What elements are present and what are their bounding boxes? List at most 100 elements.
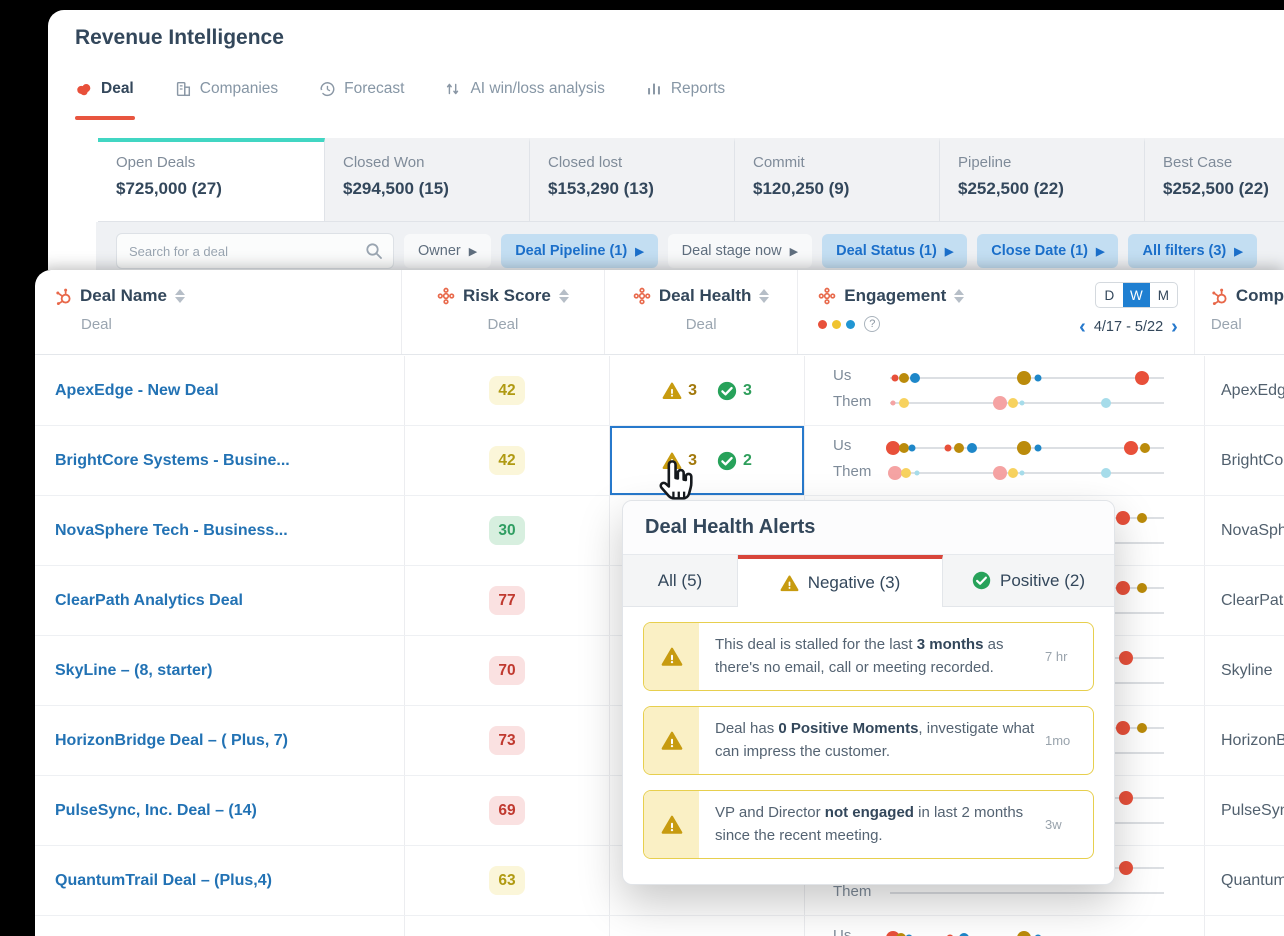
chevron-right-icon: ▶: [1096, 245, 1105, 258]
page-title: Revenue Intelligence: [75, 26, 284, 49]
filter-chip-owner[interactable]: Owner ▶: [404, 234, 492, 268]
popup-tabs: All (5) Negative (3) Positive (2): [623, 555, 1114, 607]
next-period-icon[interactable]: ›: [1171, 316, 1178, 338]
them-label: Them: [833, 393, 872, 410]
summary-card-commit[interactable]: Commit $120,250 (9): [735, 138, 940, 221]
deal-name-link[interactable]: NovaSphere Tech - Business...: [35, 496, 405, 565]
risk-score-cell: 42: [405, 356, 610, 425]
engagement-dot: [992, 396, 1007, 410]
filter-chip-all-filters-3-[interactable]: All filters (3) ▶: [1128, 234, 1257, 268]
nav-tab-reports[interactable]: Reports: [645, 80, 725, 98]
warning-icon: [780, 575, 799, 591]
search-input[interactable]: [117, 243, 393, 259]
engagement-dot: [1034, 374, 1042, 382]
check-circle-icon: [972, 571, 991, 590]
negative-alerts[interactable]: 3: [662, 451, 697, 471]
column-header-risk-score[interactable]: Risk Score Deal: [402, 270, 605, 354]
engagement-dot: [1019, 400, 1025, 406]
alert-warning-zone: [644, 707, 699, 774]
top-panel: Revenue Intelligence Deal Companies Foreca…: [48, 10, 1284, 280]
filter-chip-deal-stage-now[interactable]: Deal stage now ▶: [667, 234, 813, 268]
deal-health-cell[interactable]: [610, 916, 805, 936]
sort-deal-health[interactable]: [759, 289, 770, 303]
period-toggle-m[interactable]: M: [1157, 287, 1169, 303]
alert-age-label: 3w: [1045, 817, 1062, 832]
deal-search[interactable]: [116, 233, 394, 269]
period-toggle-w[interactable]: W: [1122, 283, 1150, 307]
deal-name-link[interactable]: HorizonBridge Deal – ( Plus, 7): [35, 706, 405, 775]
engagement-dot: [946, 934, 954, 936]
positive-alert-count: 2: [743, 451, 752, 469]
column-header-company[interactable]: Comp Deal: [1195, 270, 1284, 354]
negative-alerts[interactable]: 3: [662, 381, 697, 401]
legend-dot: [846, 319, 856, 329]
engagement-dot: [992, 466, 1007, 480]
filter-chip-deal-pipeline-1-[interactable]: Deal Pipeline (1) ▶: [501, 234, 658, 268]
engagement-dot: [1115, 511, 1130, 525]
popup-tab-positive-2-[interactable]: Positive (2): [943, 555, 1114, 606]
deal-health-header-label: Deal Health: [658, 286, 752, 305]
nav-tab-companies[interactable]: Companies: [174, 80, 278, 98]
summary-card-value: $120,250 (9): [753, 179, 850, 198]
alert-card[interactable]: VP and Director not engaged in last 2 mo…: [643, 790, 1094, 859]
risk-score-cell: 70: [405, 636, 610, 705]
summary-card-open-deals[interactable]: Open Deals $725,000 (27): [98, 138, 325, 221]
engagement-dot: [1115, 721, 1130, 735]
period-toggle-d[interactable]: D: [1104, 287, 1115, 303]
sort-engagement[interactable]: [954, 289, 965, 303]
warning-icon: [662, 452, 682, 469]
nav-tab-deal[interactable]: Deal: [75, 80, 134, 98]
deal-name-link[interactable]: SkyLine – (8, starter): [35, 636, 405, 705]
deal-name-link[interactable]: ApexEdge - New Deal: [35, 356, 405, 425]
deal-name-link[interactable]: ClearPath Analytics Deal: [35, 566, 405, 635]
filter-chip-close-date-1-[interactable]: Close Date (1) ▶: [977, 234, 1119, 268]
nav-tab-ai-win-loss-analysis[interactable]: AI win/loss analysis: [444, 80, 605, 98]
risk-score-cell: 42: [405, 426, 610, 495]
property-icon: [818, 287, 836, 305]
ai-winloss-icon: [447, 83, 459, 95]
positive-alerts[interactable]: 3: [717, 381, 752, 401]
table-row: ApexEdge - New Deal4233UsThemApexEdge: [35, 356, 1284, 426]
column-header-deal-health[interactable]: Deal Health Deal: [605, 270, 799, 354]
column-header-deal-name[interactable]: Deal Name Deal: [35, 270, 402, 354]
risk-score-cell: 63: [405, 846, 610, 915]
deal-name-link[interactable]: BrightCore Systems - Busine...: [35, 426, 405, 495]
summary-card-closed-lost[interactable]: Closed lost $153,290 (13): [530, 138, 735, 221]
popup-alert-list: This deal is stalled for the last 3 mont…: [623, 607, 1114, 874]
popup-tab-negative-3-[interactable]: Negative (3): [738, 555, 943, 607]
positive-alert-count: 3: [743, 381, 752, 399]
check-circle-icon: [717, 451, 737, 470]
risk-score-badge: 42: [489, 376, 525, 405]
positive-alerts[interactable]: 2: [717, 451, 752, 471]
engagement-dot: [898, 373, 909, 383]
summary-card-closed-won[interactable]: Closed Won $294,500 (15): [325, 138, 530, 221]
engagement-legend: ?: [818, 316, 964, 332]
alert-card[interactable]: Deal has 0 Positive Moments, investigate…: [643, 706, 1094, 775]
deal-name-link[interactable]: QuantumTrail Deal – (Plus,4): [35, 846, 405, 915]
summary-card-pipeline[interactable]: Pipeline $252,500 (22): [940, 138, 1145, 221]
engagement-dot: [958, 933, 969, 936]
alert-card[interactable]: This deal is stalled for the last 3 mont…: [643, 622, 1094, 691]
deal-icon: [77, 84, 91, 96]
hubspot-sprocket-icon: [1212, 288, 1227, 305]
sort-deal-name[interactable]: [174, 289, 185, 303]
help-icon[interactable]: ?: [864, 316, 881, 332]
deal-name-link[interactable]: PulseSync, Inc. Deal – (14): [35, 776, 405, 845]
prev-period-icon[interactable]: ‹: [1079, 316, 1086, 338]
warning-icon: [661, 731, 682, 750]
popup-tab-all-5-[interactable]: All (5): [623, 555, 738, 606]
nav-tab-forecast[interactable]: Forecast: [318, 80, 404, 98]
engagement-dot: [1115, 581, 1130, 595]
summary-card-label: Commit: [753, 154, 805, 171]
sort-risk-score[interactable]: [558, 289, 569, 303]
us-label: Us: [833, 927, 852, 936]
company-name: HorizonB: [1221, 731, 1284, 749]
engagement-dot: [898, 443, 909, 453]
risk-score-header-sub: Deal: [487, 316, 519, 333]
filter-chip-deal-status-1-[interactable]: Deal Status (1) ▶: [822, 234, 968, 268]
summary-card-best-case[interactable]: Best Case $252,500 (22): [1145, 138, 1284, 221]
reports-icon: [647, 83, 660, 95]
